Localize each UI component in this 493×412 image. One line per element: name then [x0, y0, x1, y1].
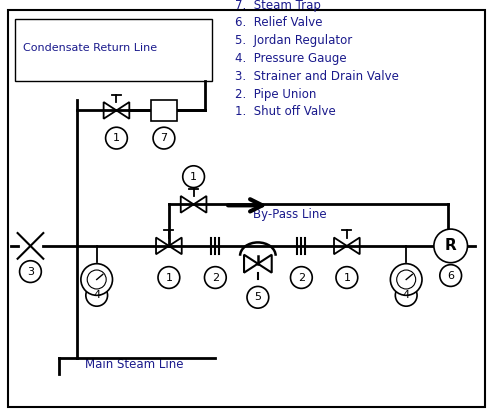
Text: 1: 1 — [190, 172, 197, 182]
Text: 6: 6 — [447, 271, 454, 281]
Circle shape — [153, 127, 175, 149]
Circle shape — [395, 284, 417, 306]
Circle shape — [20, 261, 41, 283]
Text: 7.  Steam Trap: 7. Steam Trap — [235, 0, 321, 12]
Circle shape — [247, 286, 269, 308]
Circle shape — [440, 265, 461, 286]
Circle shape — [290, 267, 312, 288]
Text: 2.  Pipe Union: 2. Pipe Union — [235, 88, 317, 101]
Text: 1: 1 — [343, 272, 351, 283]
Bar — [151, 100, 177, 121]
Text: 4: 4 — [93, 290, 100, 300]
Circle shape — [336, 267, 358, 288]
Bar — [15, 19, 212, 81]
Text: By-Pass Line: By-Pass Line — [253, 208, 326, 221]
Text: 5: 5 — [254, 292, 261, 302]
Text: R: R — [445, 239, 457, 253]
Text: 4: 4 — [403, 290, 410, 300]
Text: Main Steam Line: Main Steam Line — [85, 358, 183, 371]
Text: 4.  Pressure Gauge: 4. Pressure Gauge — [235, 52, 347, 65]
Text: Condensate Return Line: Condensate Return Line — [23, 43, 157, 53]
Circle shape — [87, 270, 106, 289]
Text: 7: 7 — [160, 133, 168, 143]
Text: 3: 3 — [27, 267, 34, 276]
Polygon shape — [244, 255, 258, 273]
Text: 2: 2 — [298, 272, 305, 283]
Text: 1: 1 — [165, 272, 173, 283]
Circle shape — [183, 166, 205, 187]
Circle shape — [205, 267, 226, 288]
Text: 1.  Shut off Valve: 1. Shut off Valve — [235, 105, 336, 119]
Circle shape — [106, 127, 127, 149]
Text: 6.  Relief Valve: 6. Relief Valve — [235, 16, 322, 30]
Circle shape — [81, 264, 112, 295]
Text: 2: 2 — [212, 272, 219, 283]
Circle shape — [434, 229, 467, 263]
Circle shape — [158, 267, 180, 288]
Text: 1: 1 — [113, 133, 120, 143]
Circle shape — [86, 284, 107, 306]
Polygon shape — [258, 255, 272, 273]
Text: 3.  Strainer and Drain Valve: 3. Strainer and Drain Valve — [235, 70, 399, 83]
Circle shape — [397, 270, 416, 289]
Text: 5.  Jordan Regulator: 5. Jordan Regulator — [235, 34, 352, 47]
Circle shape — [390, 264, 422, 295]
